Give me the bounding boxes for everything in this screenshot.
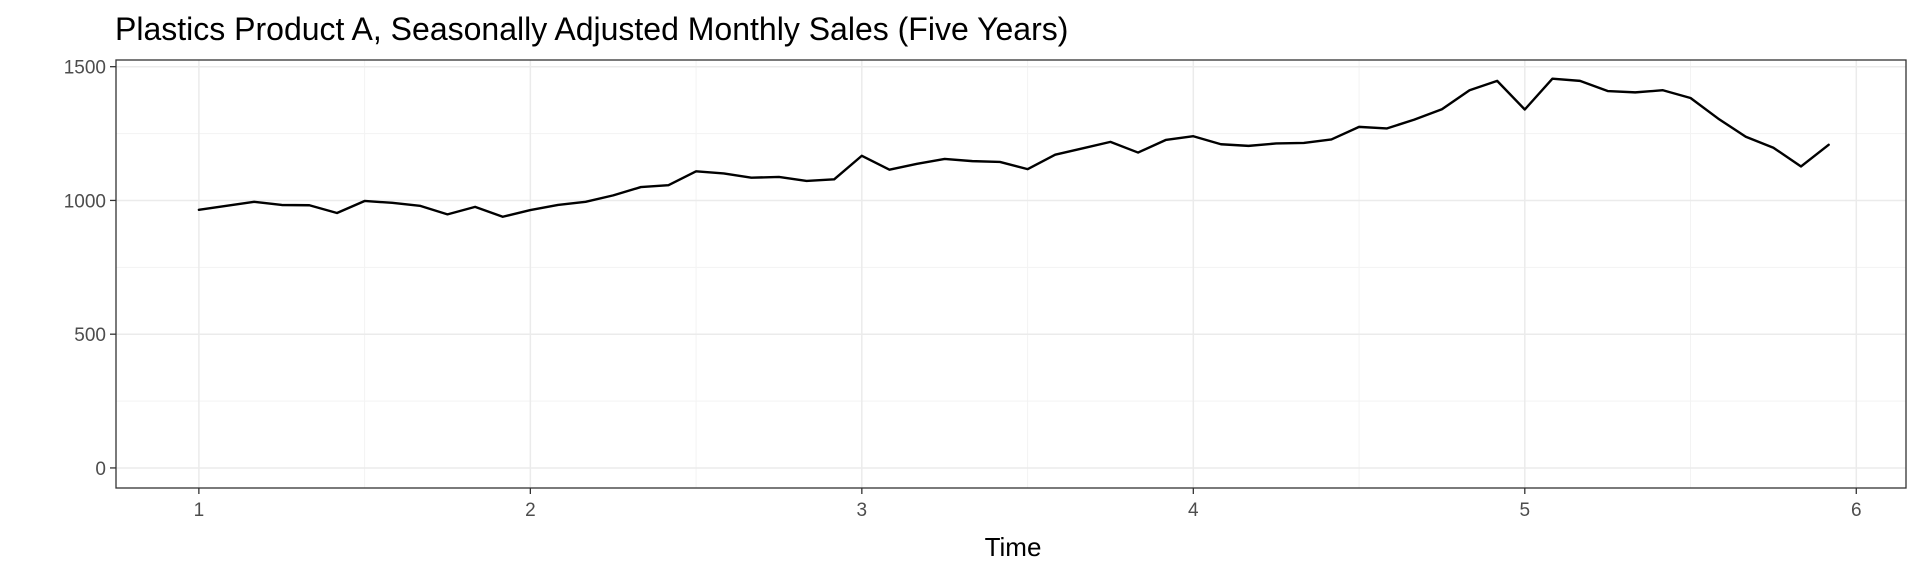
- x-tick-label: 2: [525, 500, 536, 521]
- x-tick-label: 5: [1520, 500, 1531, 521]
- y-tick-label: 1500: [64, 58, 106, 79]
- x-tick-label: 1: [194, 500, 205, 521]
- series-line: [197, 77, 1830, 218]
- x-tick-label: 6: [1851, 500, 1862, 521]
- y-tick-label: 1000: [64, 191, 106, 212]
- chart-title: Plastics Product A, Seasonally Adjusted …: [115, 11, 1068, 47]
- x-tick-label: 3: [857, 500, 868, 521]
- x-tick-label: 4: [1188, 500, 1199, 521]
- y-tick-label: 0: [95, 459, 106, 480]
- plot-panel: 0 500 1000 1500 1 2 3 4 5 6: [64, 58, 1907, 521]
- panel-border: [115, 59, 1907, 489]
- y-tick-label: 500: [74, 325, 106, 346]
- x-axis-title: Time: [985, 532, 1042, 562]
